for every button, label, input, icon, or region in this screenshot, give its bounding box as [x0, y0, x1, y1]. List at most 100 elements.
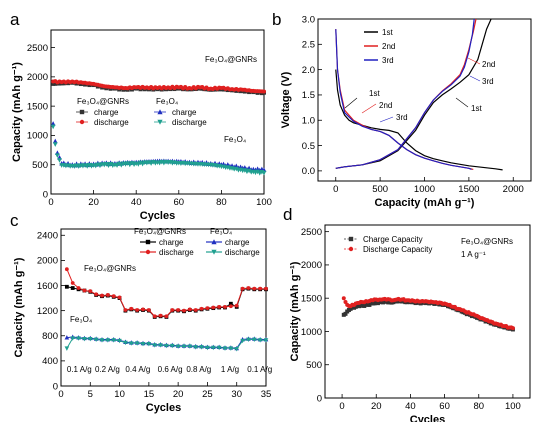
data-point	[343, 299, 348, 304]
data-point	[217, 304, 222, 309]
y-tick-label: 2000	[27, 72, 48, 83]
legend-label: discharge	[94, 118, 129, 127]
y-tick-label: 0	[53, 381, 58, 392]
data-point	[264, 286, 268, 291]
x-tick-label: 0	[333, 184, 338, 195]
data-point	[246, 168, 252, 174]
data-point	[146, 342, 152, 347]
data-point	[50, 121, 56, 126]
annotation-pointer	[467, 57, 481, 65]
data-point	[228, 304, 233, 309]
y-tick-label: 800	[42, 331, 58, 342]
series-line-charge	[335, 18, 477, 169]
x-tick-label: 80	[216, 197, 227, 208]
data-point	[141, 307, 145, 312]
x-tick-label: 25	[202, 389, 213, 400]
data-point	[199, 306, 204, 311]
legend: Fe₃O₄@GNRs Fe₃O₄chargedischargechargedisc…	[76, 97, 207, 127]
legend-label: 2nd	[382, 42, 395, 51]
data-point	[64, 267, 69, 272]
x-tick-label: 20	[88, 197, 99, 208]
legend-label: Discharge Capacity	[363, 245, 432, 254]
series-1st	[335, 18, 503, 171]
x-tick-label: 20	[173, 389, 184, 400]
plot-frame	[317, 18, 532, 182]
series-discharge-capacity	[341, 296, 515, 331]
plot-frame	[324, 224, 531, 399]
data-point	[50, 124, 56, 130]
legend-marker	[145, 239, 151, 245]
y-tick-label: 0.0	[302, 166, 315, 177]
series-discharge-gnr	[64, 267, 268, 319]
y-tick-label: 1000	[301, 327, 322, 338]
data-point	[76, 286, 81, 290]
data-point	[123, 308, 128, 312]
y-tick-label: 1500	[301, 293, 322, 304]
legend-title: Fe₃O₄	[210, 227, 232, 236]
y-tick-label: 0	[43, 189, 48, 200]
legend-title: Fe₃O₄	[156, 97, 178, 106]
data-point	[252, 286, 257, 291]
legend-marker	[211, 239, 217, 245]
y-tick-label: 1500	[27, 101, 48, 112]
x-tick-label: 20	[371, 401, 382, 412]
data-point	[111, 294, 116, 299]
legend: 1st 2nd 3rd	[364, 28, 395, 65]
x-tick-label: 40	[405, 401, 416, 412]
legend-title: Fe₃O₄@GNRs	[77, 97, 129, 106]
data-point	[228, 301, 233, 306]
data-point	[152, 314, 157, 319]
annotation-pointer	[469, 75, 481, 82]
data-point	[64, 335, 70, 340]
data-point	[76, 336, 81, 341]
data-point	[70, 286, 75, 290]
data-point	[193, 345, 199, 350]
data-point	[164, 314, 169, 319]
data-point	[187, 344, 193, 349]
data-point	[70, 281, 75, 285]
data-point	[187, 307, 192, 312]
data-point	[117, 338, 122, 344]
data-point	[175, 344, 181, 349]
series-line-charge	[335, 18, 492, 169]
y-axis-label: Capacity (mAh g⁻¹)	[289, 261, 301, 361]
chart-panel-c: 0 5 10 15 20 25 30 35 0 400 800 1200 1600 2000 2400 Cyc…	[10, 211, 272, 414]
annotations: 1st 2nd 3rd 1st 2nd 3rd	[344, 57, 495, 123]
data-point	[216, 345, 222, 351]
data-point	[211, 305, 216, 310]
panel-letter: d	[283, 205, 292, 224]
data-point	[129, 306, 134, 311]
data-point	[108, 162, 114, 167]
x-tick-label: 0	[58, 389, 63, 400]
x-tick-label: 35	[261, 389, 272, 400]
data-point	[88, 289, 93, 294]
annotation: 2nd	[482, 60, 495, 69]
data-point	[117, 295, 122, 300]
rate-label: 0.2 A/g	[95, 365, 120, 374]
y-tick-label: 2000	[37, 256, 58, 267]
annotation: 3rd	[482, 77, 494, 86]
plot-frame	[50, 29, 265, 195]
data-point	[54, 153, 60, 158]
x-tick-label: 2000	[503, 184, 524, 195]
legend-marker	[157, 119, 163, 125]
legend-marker	[211, 249, 217, 255]
data-point	[52, 138, 58, 144]
annotation: Fe₃O₄@GNRs	[461, 237, 513, 246]
series-discharge-fe3o4	[50, 124, 267, 176]
legend-label: discharge	[159, 248, 194, 257]
data-point	[53, 81, 58, 86]
x-tick-label: 60	[174, 197, 185, 208]
data-point	[129, 161, 135, 166]
data-point	[138, 160, 143, 166]
data-point	[255, 169, 261, 175]
x-tick-label: 5	[88, 389, 93, 400]
data-point	[57, 158, 62, 163]
legend-label: 1st	[382, 28, 393, 37]
x-tick-label: 40	[131, 197, 142, 208]
data-point	[64, 346, 70, 351]
x-axis-label: Capacity (mAh g⁻¹)	[375, 197, 475, 209]
annotation: Fe₃O₄	[70, 315, 92, 324]
y-axis-label: Capacity (mAh g⁻¹)	[11, 62, 23, 162]
